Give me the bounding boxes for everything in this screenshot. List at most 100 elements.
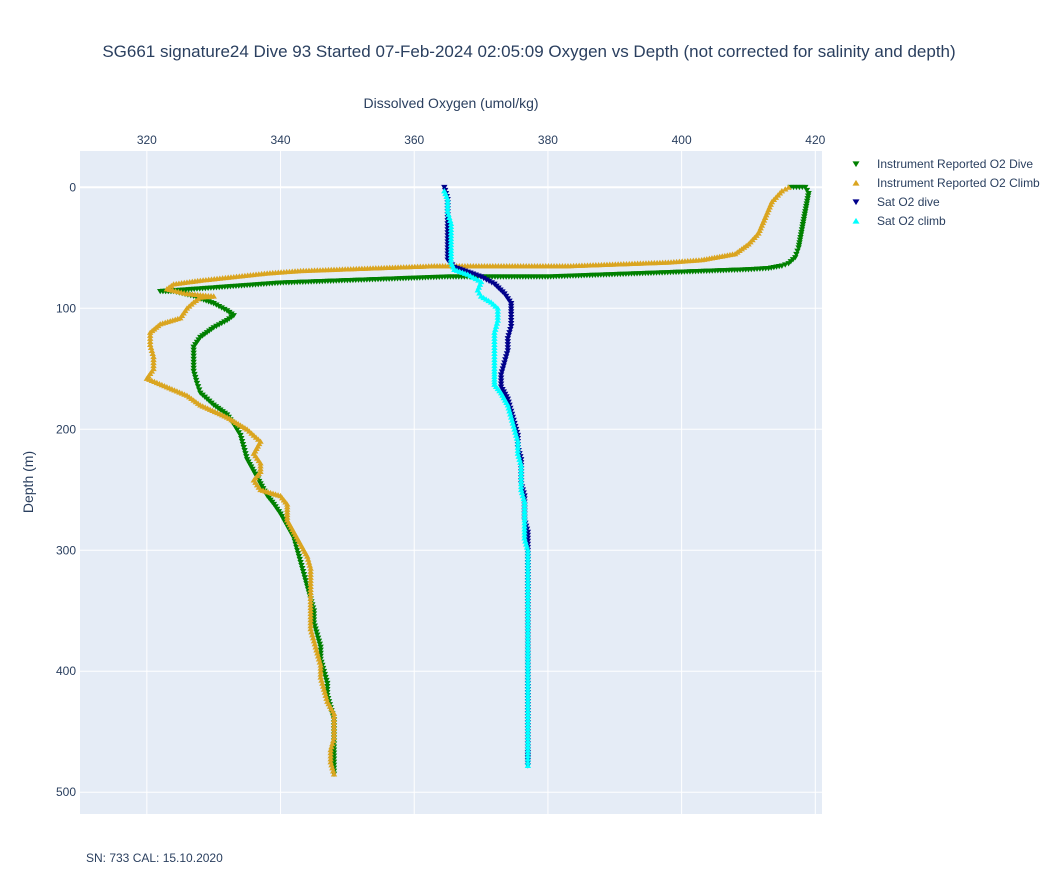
data-point: [317, 674, 324, 680]
data-point: [190, 353, 197, 359]
data-point: [146, 335, 154, 341]
data-point: [497, 378, 505, 384]
data-point: [491, 329, 498, 335]
data-point: [447, 229, 455, 236]
data-point: [517, 471, 525, 478]
legend-label: Instrument Reported O2 Climb: [877, 176, 1040, 190]
data-point: [327, 750, 334, 756]
data-point: [330, 731, 338, 738]
data-point: [190, 344, 197, 350]
data-point: [441, 184, 448, 191]
data-point: [190, 359, 197, 365]
data-point: [524, 656, 532, 662]
data-point: [447, 247, 455, 254]
data-point: [524, 595, 532, 602]
data-point: [213, 302, 220, 308]
data-point: [307, 626, 314, 632]
data-point: [507, 327, 514, 333]
data-point: [330, 725, 338, 732]
data-point: [150, 362, 157, 369]
data-point: [296, 556, 303, 563]
data-point: [507, 324, 515, 330]
data-point: [517, 462, 525, 468]
data-point: [524, 722, 532, 729]
data-point: [514, 444, 522, 450]
legend-item[interactable]: Instrument Reported O2 Climb: [852, 176, 1041, 190]
data-point: [507, 309, 515, 315]
data-point: [324, 683, 331, 690]
data-point: [192, 374, 199, 381]
data-point: [215, 322, 223, 328]
data-point: [491, 365, 498, 372]
data-point: [476, 281, 484, 287]
data-point: [521, 535, 528, 541]
data-point: [307, 622, 314, 629]
data-point: [494, 314, 501, 320]
data-point: [493, 320, 501, 326]
legend-item[interactable]: Instrument Reported O2 Dive: [852, 157, 1034, 171]
data-point: [327, 759, 334, 765]
data-point: [524, 710, 532, 716]
x-tick-label: 400: [672, 133, 692, 147]
data-point: [499, 366, 507, 372]
data-point: [524, 650, 532, 656]
data-point: [242, 451, 249, 457]
data-point: [300, 572, 308, 578]
data-point: [323, 677, 330, 684]
data-point: [501, 360, 508, 366]
data-point: [306, 562, 313, 568]
data-point: [524, 713, 532, 720]
data-point: [238, 435, 245, 442]
data-point: [295, 553, 303, 560]
data-point: [243, 454, 250, 460]
data-point: [307, 577, 314, 583]
data-point: [309, 635, 317, 641]
data-point: [523, 541, 530, 547]
data-point: [477, 274, 485, 280]
data-point: [190, 362, 197, 369]
data-point: [524, 619, 532, 626]
data-point: [524, 731, 532, 738]
data-point: [524, 677, 532, 683]
data-point: [330, 719, 338, 726]
data-point: [319, 680, 326, 686]
data-point: [241, 448, 248, 454]
data-point: [524, 641, 532, 647]
legend-label: Sat O2 climb: [877, 214, 946, 228]
data-point: [517, 468, 525, 475]
data-point: [521, 517, 528, 523]
data-point: [192, 377, 200, 384]
data-point: [447, 220, 455, 226]
data-point: [778, 188, 786, 194]
data-point: [507, 317, 515, 324]
data-point: [491, 338, 498, 344]
data-point: [508, 417, 516, 423]
data-point: [322, 692, 329, 698]
data-point: [524, 604, 532, 611]
data-point: [240, 445, 247, 451]
y-tick-labels: 0 100 200 300 400 500: [56, 180, 76, 799]
data-point: [524, 743, 532, 750]
legend-item[interactable]: Sat O2 climb: [852, 214, 947, 228]
legend-item[interactable]: Sat O2 dive: [852, 195, 941, 209]
data-point: [444, 208, 451, 214]
data-point: [524, 571, 532, 577]
data-point: [524, 750, 532, 756]
data-point: [504, 336, 512, 342]
data-point: [521, 508, 528, 514]
data-point: [317, 662, 324, 668]
data-point: [515, 453, 522, 459]
data-point: [524, 753, 532, 759]
data-point: [221, 306, 228, 313]
data-point: [524, 686, 532, 692]
data-point: [521, 520, 528, 526]
data-point: [445, 211, 452, 217]
data-point: [309, 632, 316, 638]
legend[interactable]: Instrument Reported O2 Dive Instrument Re…: [852, 157, 1041, 228]
data-point: [327, 746, 334, 753]
data-point: [522, 538, 529, 544]
data-point: [491, 344, 498, 351]
data-point: [307, 586, 314, 592]
data-point: [307, 589, 314, 595]
data-point: [314, 650, 321, 656]
